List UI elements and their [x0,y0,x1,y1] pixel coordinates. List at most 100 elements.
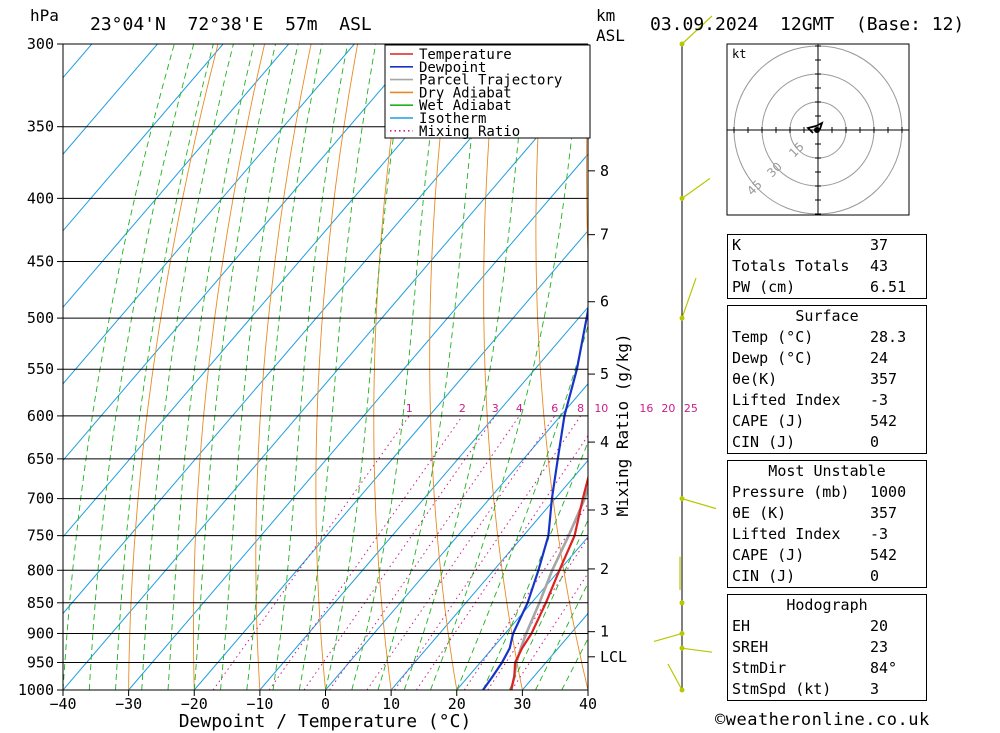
mixing-ratio-tick-label: 10 [594,402,608,415]
temperature-tick-label: −30 [115,695,142,713]
wet-adiabat-line [482,440,588,690]
mixing-ratio-line [394,415,582,690]
temperature-tick-label: −10 [246,695,273,713]
x-axis-label: Dewpoint / Temperature (°C) [179,711,472,732]
most-unstable-title: Most Unstable [768,462,886,480]
legend-entry-label: Mixing Ratio [419,124,520,140]
pressure-tick-label: 400 [27,189,54,207]
surface-row: θe(K) 357 [732,370,898,388]
surface-row: CAPE (J) 542 [732,412,898,430]
dry-adiabat-line [255,44,312,690]
isotherm-line [128,153,588,690]
index-row-pw: PW (cm) 6.51 [732,278,907,296]
isotherm-line [193,229,588,690]
hodo-row: StmDir 84° [732,659,898,677]
isotherm-line [63,44,552,615]
mixing-ratio-tick-label: 20 [661,402,675,415]
wet-adiabat-line [456,323,588,690]
dry-adiabat-line [193,44,266,690]
isotherm-line [63,44,421,462]
legend-entry-label: Temperature [419,47,512,63]
mixing-ratio-tick-label: 4 [516,402,523,415]
mixing-ratio-line [268,415,463,690]
temperature-tick-label: 30 [513,695,531,713]
isotherm-line [63,44,486,538]
temperature-tick-label: 20 [448,695,466,713]
pressure-tick-label: 850 [27,594,54,612]
legend-entry-label: Dry Adiabat [419,85,512,101]
legend-entry-label: Parcel Trajectory [419,73,562,89]
wind-barb-staff [681,647,713,653]
isotherm-line [0,44,26,690]
wet-adiabat-line [535,581,588,690]
hodograph-storm-motion [814,127,820,133]
dry-adiabat-line [636,44,720,690]
temperature-tick-label: 0 [321,695,330,713]
wet-adiabat-line [63,44,175,690]
pressure-tick-label: 550 [27,360,54,378]
surface-row: Lifted Index -3 [732,391,889,409]
height-tick-label: 2 [600,560,609,578]
mu-row: θE (K) 357 [732,504,898,522]
isotherm-line [390,459,588,690]
index-row-k: K 37 [732,236,889,254]
dry-adiabat-line [483,44,523,690]
dry-adiabat-line [962,44,1000,690]
height-tick-label: 8 [600,162,609,180]
wind-barb-staff [681,498,717,510]
temperature-tick-label: −20 [181,695,208,713]
mixing-ratio-line [329,415,520,690]
wet-adiabat-line [325,44,408,690]
height-tick-label: 1 [600,623,609,641]
pressure-tick-label: 900 [27,624,54,642]
legend-entry-label: Isotherm [419,111,486,127]
mixing-ratio-tick-label: 25 [684,402,698,415]
isotherm-line [325,383,588,690]
wind-barb-staff [667,663,683,691]
hodo-row: SREH 23 [732,638,889,656]
location-title: 23°04'N 72°38'E 57m ASL [90,14,372,35]
isotherm-line [259,306,588,690]
wet-adiabat-line [193,44,276,690]
mu-row: Lifted Index -3 [732,525,889,543]
wind-barb-staff [681,177,711,199]
surface-title: Surface [795,307,859,325]
mu-row: CAPE (J) 542 [732,546,898,564]
wind-barb-staff [653,632,683,643]
indices-general-table: K 37 Totals Totals 43 PW (cm) 6.51 [727,234,927,299]
dry-adiabat-line [429,44,458,690]
temperature-tick-label: −40 [49,695,76,713]
hodo-row: EH 20 [732,617,889,635]
index-row-totals: Totals Totals 43 [732,257,889,275]
pressure-tick-label: 750 [27,527,54,545]
dewpoint-profile [482,304,588,690]
temperature-tick-label: 40 [579,695,597,713]
mixing-ratio-tick-label: 2 [459,402,466,415]
pressure-tick-label: 350 [27,118,54,136]
surface-row: Temp (°C) 28.3 [732,328,907,346]
isotherm-line [456,536,588,690]
pressure-tick-label: 600 [27,407,54,425]
wet-adiabat-line [351,44,443,690]
wind-barb-dot [679,600,685,606]
mixing-ratio-line [487,536,588,690]
height-tick-label: 4 [600,433,609,451]
isotherm-line [63,44,355,385]
pressure-tick-label: 1000 [18,681,54,699]
pressure-tick-label: 500 [27,309,54,327]
pressure-tick-label: 650 [27,450,54,468]
mixing-ratio-tick-label: 3 [492,402,499,415]
wet-adiabat-line [430,44,583,690]
mixing-ratio-tick-label: 16 [639,402,653,415]
surface-row: Dewp (°C) 24 [732,349,889,367]
copyright-text: ©weatheronline.co.uk [715,710,930,730]
mu-row: Pressure (mb) 1000 [732,483,907,501]
wet-adiabat-line [246,44,323,690]
height-tick-label: 6 [600,293,609,311]
datetime-title: 03.09.2024 12GMT (Base: 12) [650,14,964,35]
pressure-tick-label: 300 [27,35,54,53]
mixing-ratio-tick-label: 1 [406,402,413,415]
